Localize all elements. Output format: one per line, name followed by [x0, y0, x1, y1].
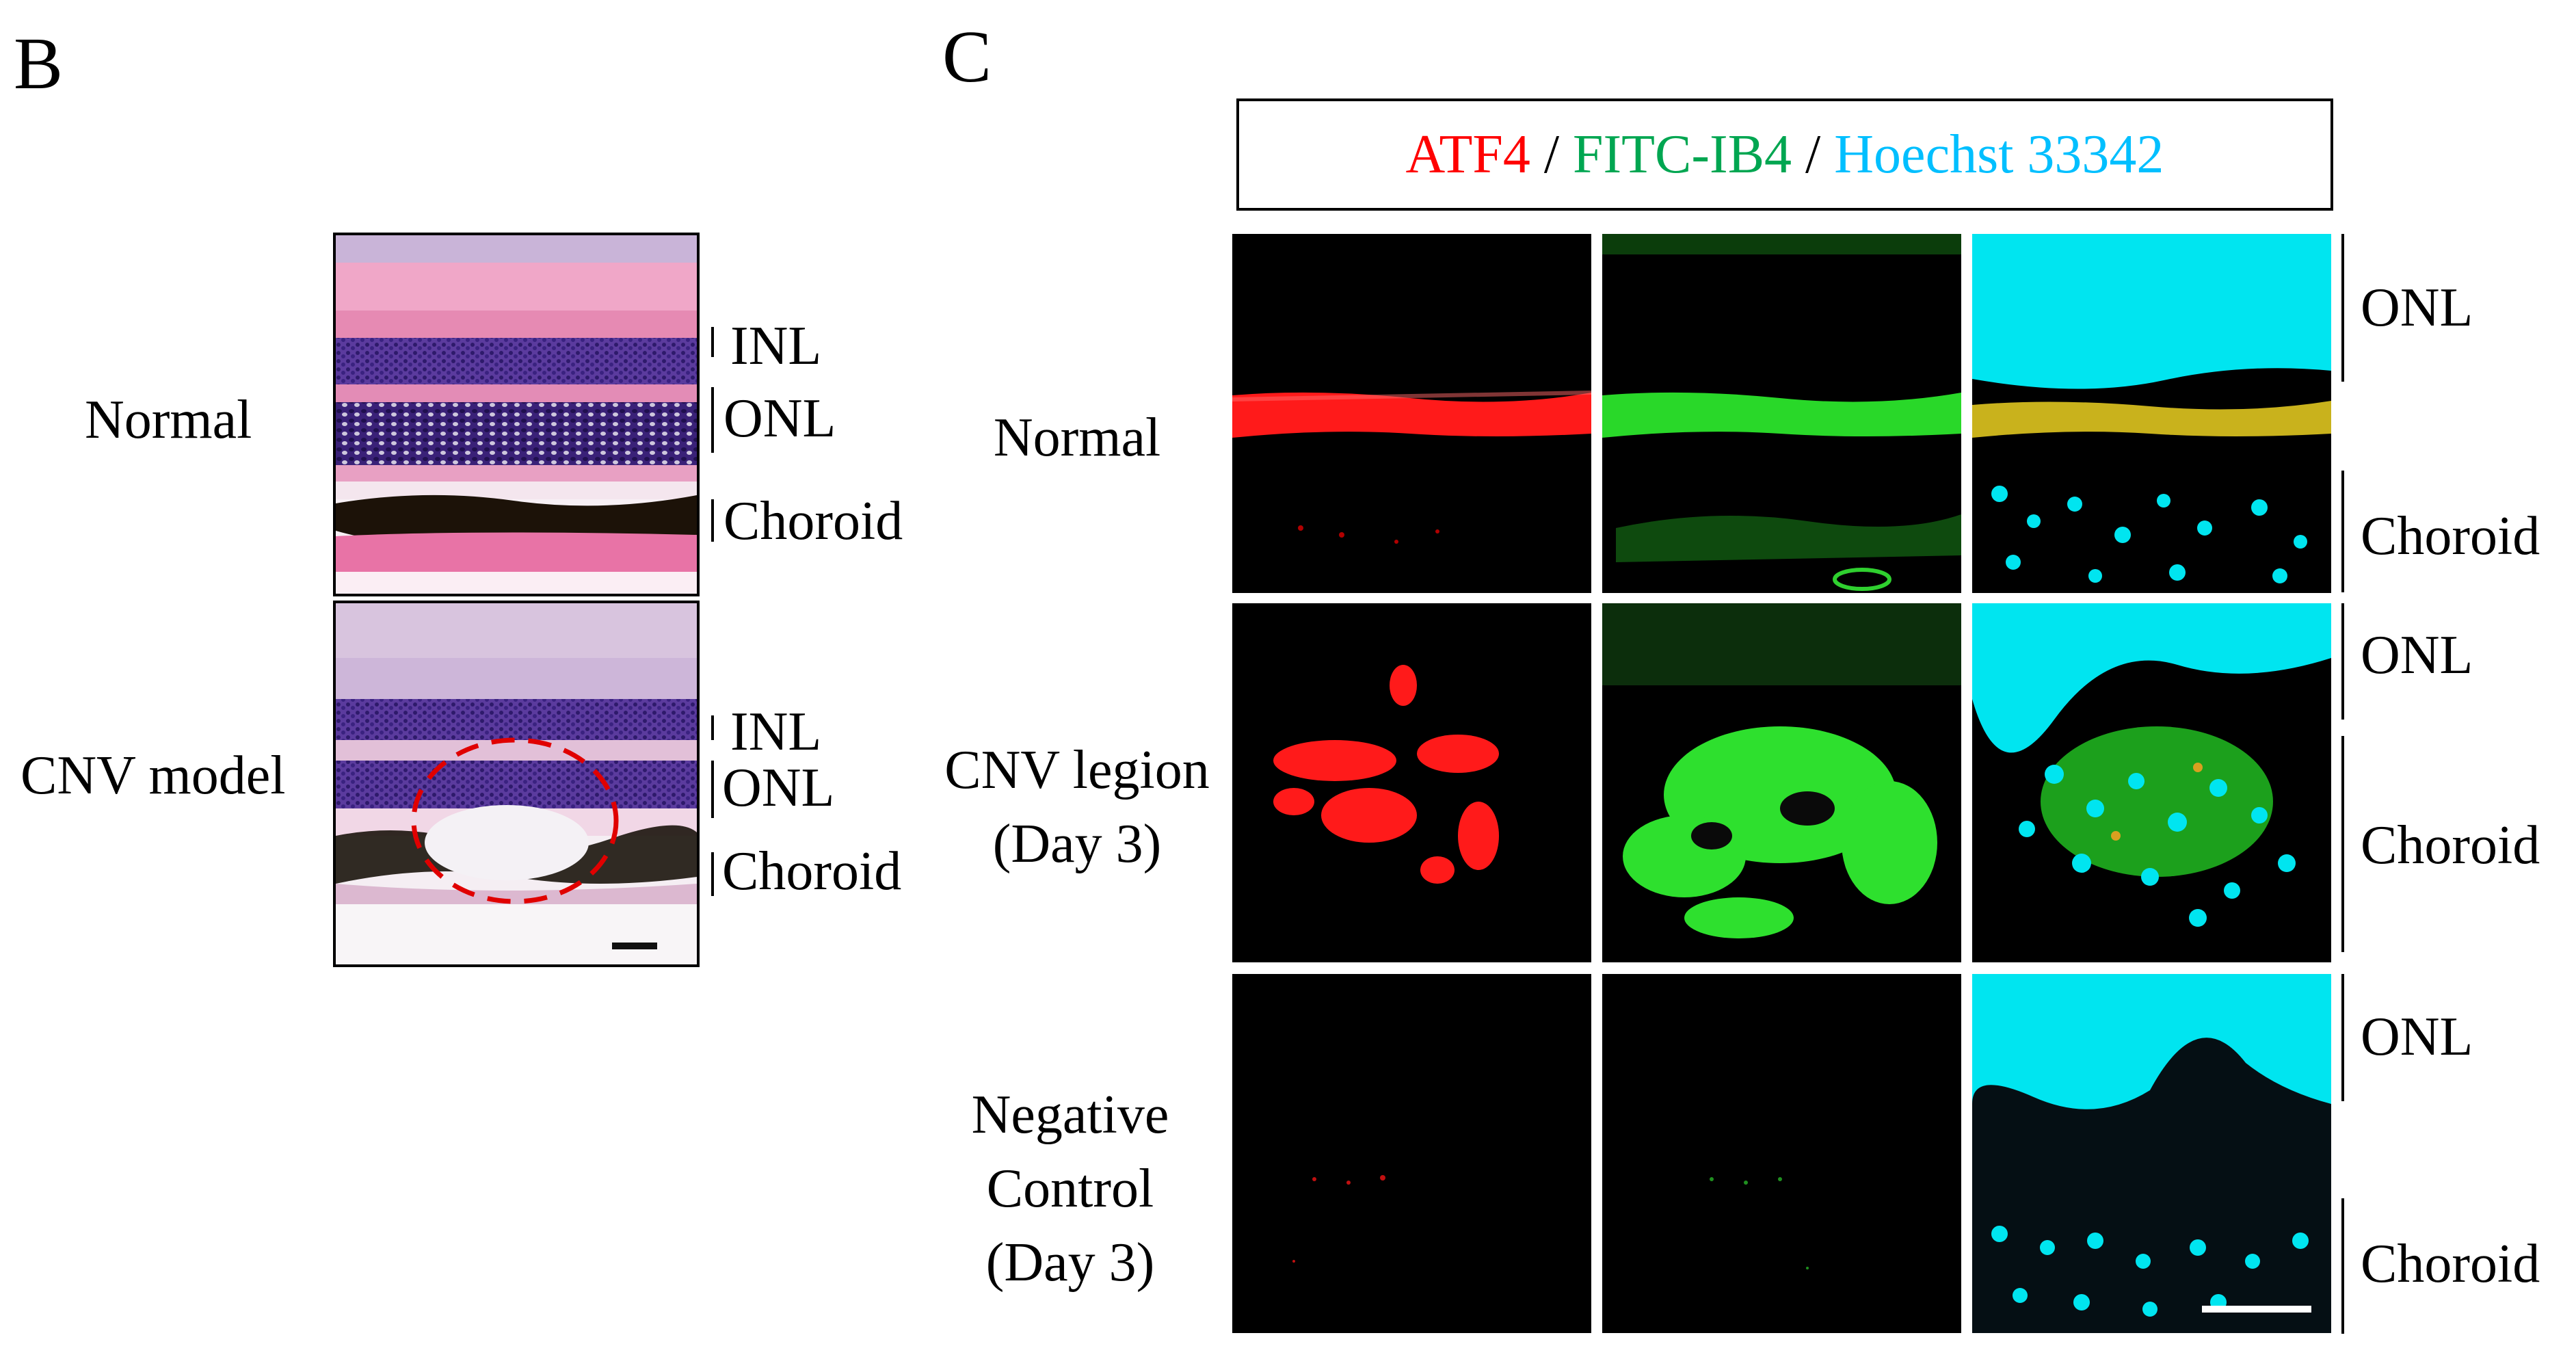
micro-negative-label-choroid: Choroid: [2361, 1234, 2540, 1294]
panel-c-row-label-cnv: CNV legion (Day 3): [944, 740, 1210, 874]
he-cnv-layer-choroid: Choroid: [722, 841, 902, 901]
legend-atf4: ATF4: [1405, 124, 1530, 185]
micro-normal-ib4: [1602, 234, 1961, 593]
panel-b-row-label-normal: Normal: [85, 390, 252, 450]
micro-cnv-ib4: [1602, 603, 1961, 962]
micro-negative-atf4: [1232, 974, 1591, 1333]
micro-normal-label-onl: ONL: [2361, 278, 2473, 338]
micro-negative-merge: [1972, 974, 2331, 1333]
panel-b-row-label-cnv: CNV model: [21, 746, 286, 806]
he-normal-layer-inl: INL: [730, 316, 822, 376]
micro-cnv-merge: [1972, 603, 2331, 962]
micro-normal-atf4: [1232, 234, 1591, 593]
he-normal-layer-onl: ONL: [723, 388, 836, 449]
micro-negative-label-onl: ONL: [2361, 1007, 2473, 1067]
he-normal-layer-choroid: Choroid: [723, 491, 903, 551]
panel-c-row-label-negative: Negative Control (Day 3): [971, 1085, 1169, 1293]
legend-separator: /: [1530, 124, 1574, 185]
micro-cnv-label-choroid: Choroid: [2361, 815, 2540, 875]
he-image-normal: [333, 233, 700, 596]
panel-c-row-label-normal: Normal: [993, 408, 1161, 468]
panel-c-letter: C: [942, 16, 992, 98]
micro-cnv-label-onl: ONL: [2361, 625, 2473, 685]
stain-legend: ATF4 / FITC-IB4 / Hoechst 33342: [1236, 98, 2333, 211]
legend-separator: /: [1792, 124, 1835, 185]
he-cnv-layer-onl: ONL: [722, 758, 835, 818]
he-image-cnv: [333, 601, 700, 967]
micro-normal-merge: [1972, 234, 2331, 593]
micro-normal-label-choroid: Choroid: [2361, 506, 2540, 566]
panel-b-letter: B: [14, 23, 64, 105]
legend-fitc-ib4: FITC-IB4: [1573, 124, 1792, 185]
micro-cnv-atf4: [1232, 603, 1591, 962]
he-cnv-layer-inl: INL: [730, 702, 822, 762]
micro-negative-ib4: [1602, 974, 1961, 1333]
legend-hoechst: Hoechst 33342: [1834, 124, 2164, 185]
